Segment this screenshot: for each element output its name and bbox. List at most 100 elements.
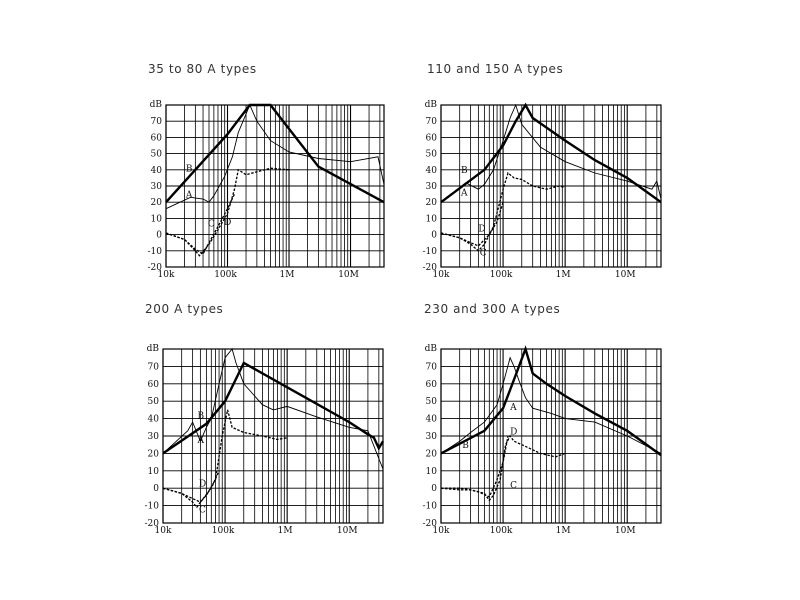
series-line-A bbox=[162, 348, 384, 470]
y-tick-label: 40 bbox=[426, 166, 438, 176]
x-tick-label: 100k bbox=[490, 526, 513, 536]
y-tick-label: -10 bbox=[148, 247, 163, 257]
curve-label-B: B bbox=[461, 166, 468, 176]
y-tick-label: 30 bbox=[426, 432, 438, 442]
y-tick-label: -20 bbox=[148, 263, 163, 273]
series-line-D bbox=[165, 193, 236, 255]
curve-label-D: D bbox=[224, 218, 231, 228]
y-tick-label: 50 bbox=[426, 397, 438, 407]
y-tick-label: -10 bbox=[423, 247, 438, 257]
plot-frame bbox=[165, 104, 385, 268]
series-line-A bbox=[440, 356, 662, 454]
y-tick-label: -10 bbox=[145, 502, 160, 512]
y-tick-label: 70 bbox=[148, 362, 160, 372]
y-tick-label: 10 bbox=[148, 467, 160, 477]
y-tick-label: 40 bbox=[151, 166, 163, 176]
x-tick-label: 10k bbox=[155, 526, 172, 536]
y-tick-label: 50 bbox=[426, 150, 438, 160]
y-unit-label: dB bbox=[150, 100, 163, 110]
y-tick-label: 0 bbox=[431, 231, 437, 241]
curve-label-D: D bbox=[478, 224, 485, 234]
y-tick-label: 0 bbox=[153, 484, 159, 494]
x-tick-label: 1M bbox=[278, 526, 293, 536]
x-tick-label: 10M bbox=[338, 270, 359, 280]
y-tick-label: -20 bbox=[145, 519, 160, 529]
y-tick-label: 20 bbox=[148, 449, 160, 459]
y-unit-label: dB bbox=[147, 344, 160, 354]
y-tick-label: 30 bbox=[151, 182, 163, 192]
y-tick-label: 60 bbox=[426, 133, 438, 143]
y-tick-label: 60 bbox=[148, 380, 160, 390]
series-line-B bbox=[165, 103, 385, 204]
y-unit-label: dB bbox=[425, 100, 438, 110]
y-tick-label: 20 bbox=[426, 198, 438, 208]
x-tick-label: 10M bbox=[615, 526, 636, 536]
y-tick-label: 0 bbox=[156, 231, 162, 241]
curve-label-A: A bbox=[197, 436, 205, 446]
curve-label-A: A bbox=[185, 190, 193, 200]
y-tick-label: 20 bbox=[426, 449, 438, 459]
y-tick-label: 30 bbox=[148, 432, 160, 442]
series-line-C bbox=[440, 171, 566, 252]
plot-frame bbox=[440, 104, 662, 268]
plot-frame bbox=[162, 348, 384, 524]
y-tick-label: 70 bbox=[426, 362, 438, 372]
curve-label-C: C bbox=[208, 220, 215, 230]
x-tick-label: 1M bbox=[556, 270, 571, 280]
y-tick-label: 70 bbox=[151, 117, 163, 127]
series-line-D bbox=[162, 470, 220, 503]
series-line-B bbox=[440, 345, 662, 457]
series-line-A bbox=[165, 103, 385, 210]
x-tick-label: 10k bbox=[433, 270, 450, 280]
chart-3: 70 60 50 40 30 20 10 0 -10 -20 dB 10k 100k 1M 10M B A D C bbox=[145, 344, 385, 536]
y-tick-label: -20 bbox=[423, 519, 438, 529]
y-tick-label: 10 bbox=[151, 214, 163, 224]
x-tick-label: 10k bbox=[158, 270, 175, 280]
y-tick-label: 50 bbox=[151, 150, 163, 160]
y-tick-label: 0 bbox=[431, 484, 437, 494]
chart-2: 70 60 50 40 30 20 10 0 -10 -20 dB 10k 100k 1M 10M B A D C bbox=[423, 100, 662, 280]
plot-frame bbox=[440, 348, 662, 524]
curve-label-B: B bbox=[186, 164, 193, 174]
series-line-C bbox=[162, 409, 288, 509]
chart-4: 70 60 50 40 30 20 10 0 -10 -20 dB 10k 100k 1M 10M A B D C bbox=[423, 344, 662, 536]
x-tick-label: 10M bbox=[615, 270, 636, 280]
chart-title-3: 200 A types bbox=[145, 302, 224, 316]
x-tick-label: 1M bbox=[556, 526, 571, 536]
y-tick-label: 40 bbox=[426, 415, 438, 425]
x-tick-label: 100k bbox=[214, 270, 237, 280]
chart-title-4: 230 and 300 A types bbox=[424, 302, 561, 316]
curve-label-C: C bbox=[510, 481, 517, 491]
chart-title-2: 110 and 150 A types bbox=[427, 62, 564, 76]
x-tick-label: 10k bbox=[433, 526, 450, 536]
series-line-B bbox=[440, 102, 662, 204]
y-tick-label: 60 bbox=[151, 133, 163, 143]
y-tick-label: 10 bbox=[426, 467, 438, 477]
y-tick-label: -10 bbox=[423, 502, 438, 512]
x-tick-label: 1M bbox=[280, 270, 295, 280]
chart-title-1: 35 to 80 A types bbox=[148, 62, 257, 76]
y-tick-label: 70 bbox=[426, 117, 438, 127]
y-tick-label: 10 bbox=[426, 214, 438, 224]
series-line-D bbox=[441, 435, 509, 498]
x-tick-label: 10M bbox=[337, 526, 358, 536]
curve-label-D: D bbox=[199, 479, 206, 489]
y-tick-label: 30 bbox=[426, 182, 438, 192]
series-line-B bbox=[162, 361, 385, 455]
curve-label-A: A bbox=[509, 403, 517, 413]
y-tick-label: 40 bbox=[148, 415, 160, 425]
curve-label-A: A bbox=[460, 189, 468, 199]
curve-label-B: B bbox=[462, 441, 469, 451]
y-tick-label: 20 bbox=[151, 198, 163, 208]
curve-label-C: C bbox=[480, 249, 487, 259]
chart-1: 70 60 50 40 30 20 10 0 -10 -20 dB 10k 100k 1M 10M B A C D bbox=[148, 100, 385, 280]
curve-label-B: B bbox=[198, 412, 205, 422]
series-line-A bbox=[440, 103, 662, 203]
y-unit-label: dB bbox=[425, 344, 438, 354]
curve-label-C: C bbox=[199, 506, 206, 516]
x-tick-label: 100k bbox=[490, 270, 513, 280]
y-tick-label: 60 bbox=[426, 380, 438, 390]
y-tick-label: -20 bbox=[423, 263, 438, 273]
series-line-C bbox=[165, 167, 290, 257]
